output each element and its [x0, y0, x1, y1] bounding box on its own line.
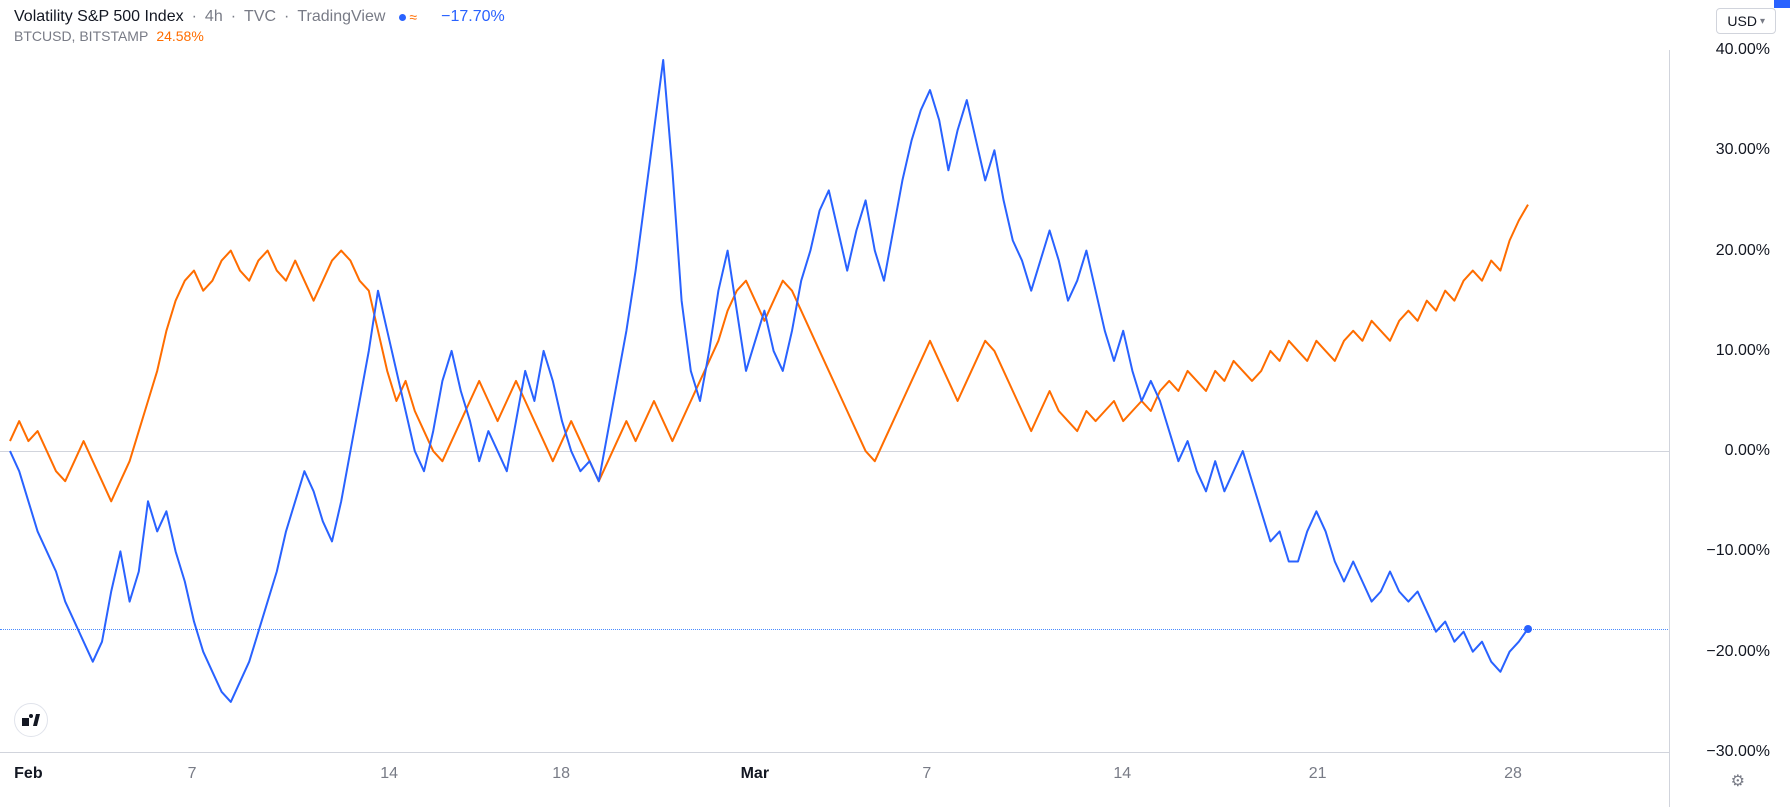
- y-tick-label: −30.00%: [1706, 743, 1770, 761]
- currency-label: USD: [1727, 13, 1757, 29]
- y-tick-label: 40.00%: [1716, 41, 1770, 59]
- y-tick-label: −10.00%: [1706, 542, 1770, 560]
- x-axis[interactable]: Feb 7 14 18 Mar 7 14 21 28: [0, 752, 1670, 807]
- x-tick-label: Feb: [14, 765, 42, 783]
- chart-svg: [0, 50, 1670, 752]
- series2-symbol[interactable]: BTCUSD, BITSTAMP: [14, 28, 148, 44]
- title-separator: ·: [231, 8, 236, 26]
- header-left: Volatility S&P 500 Index · 4h · TVC · Tr…: [14, 8, 505, 44]
- settings-icon[interactable]: ⚙: [1731, 771, 1745, 791]
- squiggle-icon: ≈: [409, 9, 417, 25]
- title-separator: ·: [192, 8, 197, 26]
- y-tick-label: 30.00%: [1716, 141, 1770, 159]
- legend-marker-series1: ≈: [399, 9, 417, 25]
- y-tick-label: 0.00%: [1725, 442, 1770, 460]
- exchange-label: TVC: [244, 8, 276, 26]
- y-axis-border: [1669, 50, 1670, 807]
- platform-label: TradingView: [297, 8, 385, 26]
- title-separator: ·: [284, 8, 289, 26]
- tradingview-logo[interactable]: [14, 703, 48, 737]
- y-tick-label: 20.00%: [1716, 242, 1770, 260]
- chart-header: Volatility S&P 500 Index · 4h · TVC · Tr…: [0, 0, 1790, 50]
- x-tick-label: 18: [552, 765, 570, 783]
- tv-logo-icon: [22, 714, 40, 726]
- interval-label[interactable]: 4h: [205, 8, 223, 26]
- x-tick-label: Mar: [741, 765, 769, 783]
- series1-end-dot: [1524, 625, 1532, 633]
- symbol-title[interactable]: Volatility S&P 500 Index: [14, 8, 184, 26]
- currency-button[interactable]: USD ▾: [1716, 8, 1776, 34]
- x-tick-label: 7: [188, 765, 197, 783]
- x-tick-label: 21: [1309, 765, 1327, 783]
- title-row: Volatility S&P 500 Index · 4h · TVC · Tr…: [14, 8, 505, 26]
- y-tick-label: 10.00%: [1716, 342, 1770, 360]
- x-tick-label: 14: [380, 765, 398, 783]
- x-tick-label: 28: [1504, 765, 1522, 783]
- series2-row: BTCUSD, BITSTAMP 24.58%: [14, 28, 505, 44]
- y-tick-label: −20.00%: [1706, 643, 1770, 661]
- x-tick-label: 7: [922, 765, 931, 783]
- chevron-down-icon: ▾: [1760, 16, 1765, 27]
- y-axis[interactable]: −30.00%−20.00%−10.00%0.00%10.00%20.00%30…: [1670, 50, 1790, 752]
- series2-value: 24.58%: [156, 28, 203, 44]
- series1-value: −17.70%: [441, 8, 505, 26]
- dot-icon: [399, 14, 406, 21]
- x-tick-label: 14: [1113, 765, 1131, 783]
- chart-area[interactable]: [0, 50, 1670, 752]
